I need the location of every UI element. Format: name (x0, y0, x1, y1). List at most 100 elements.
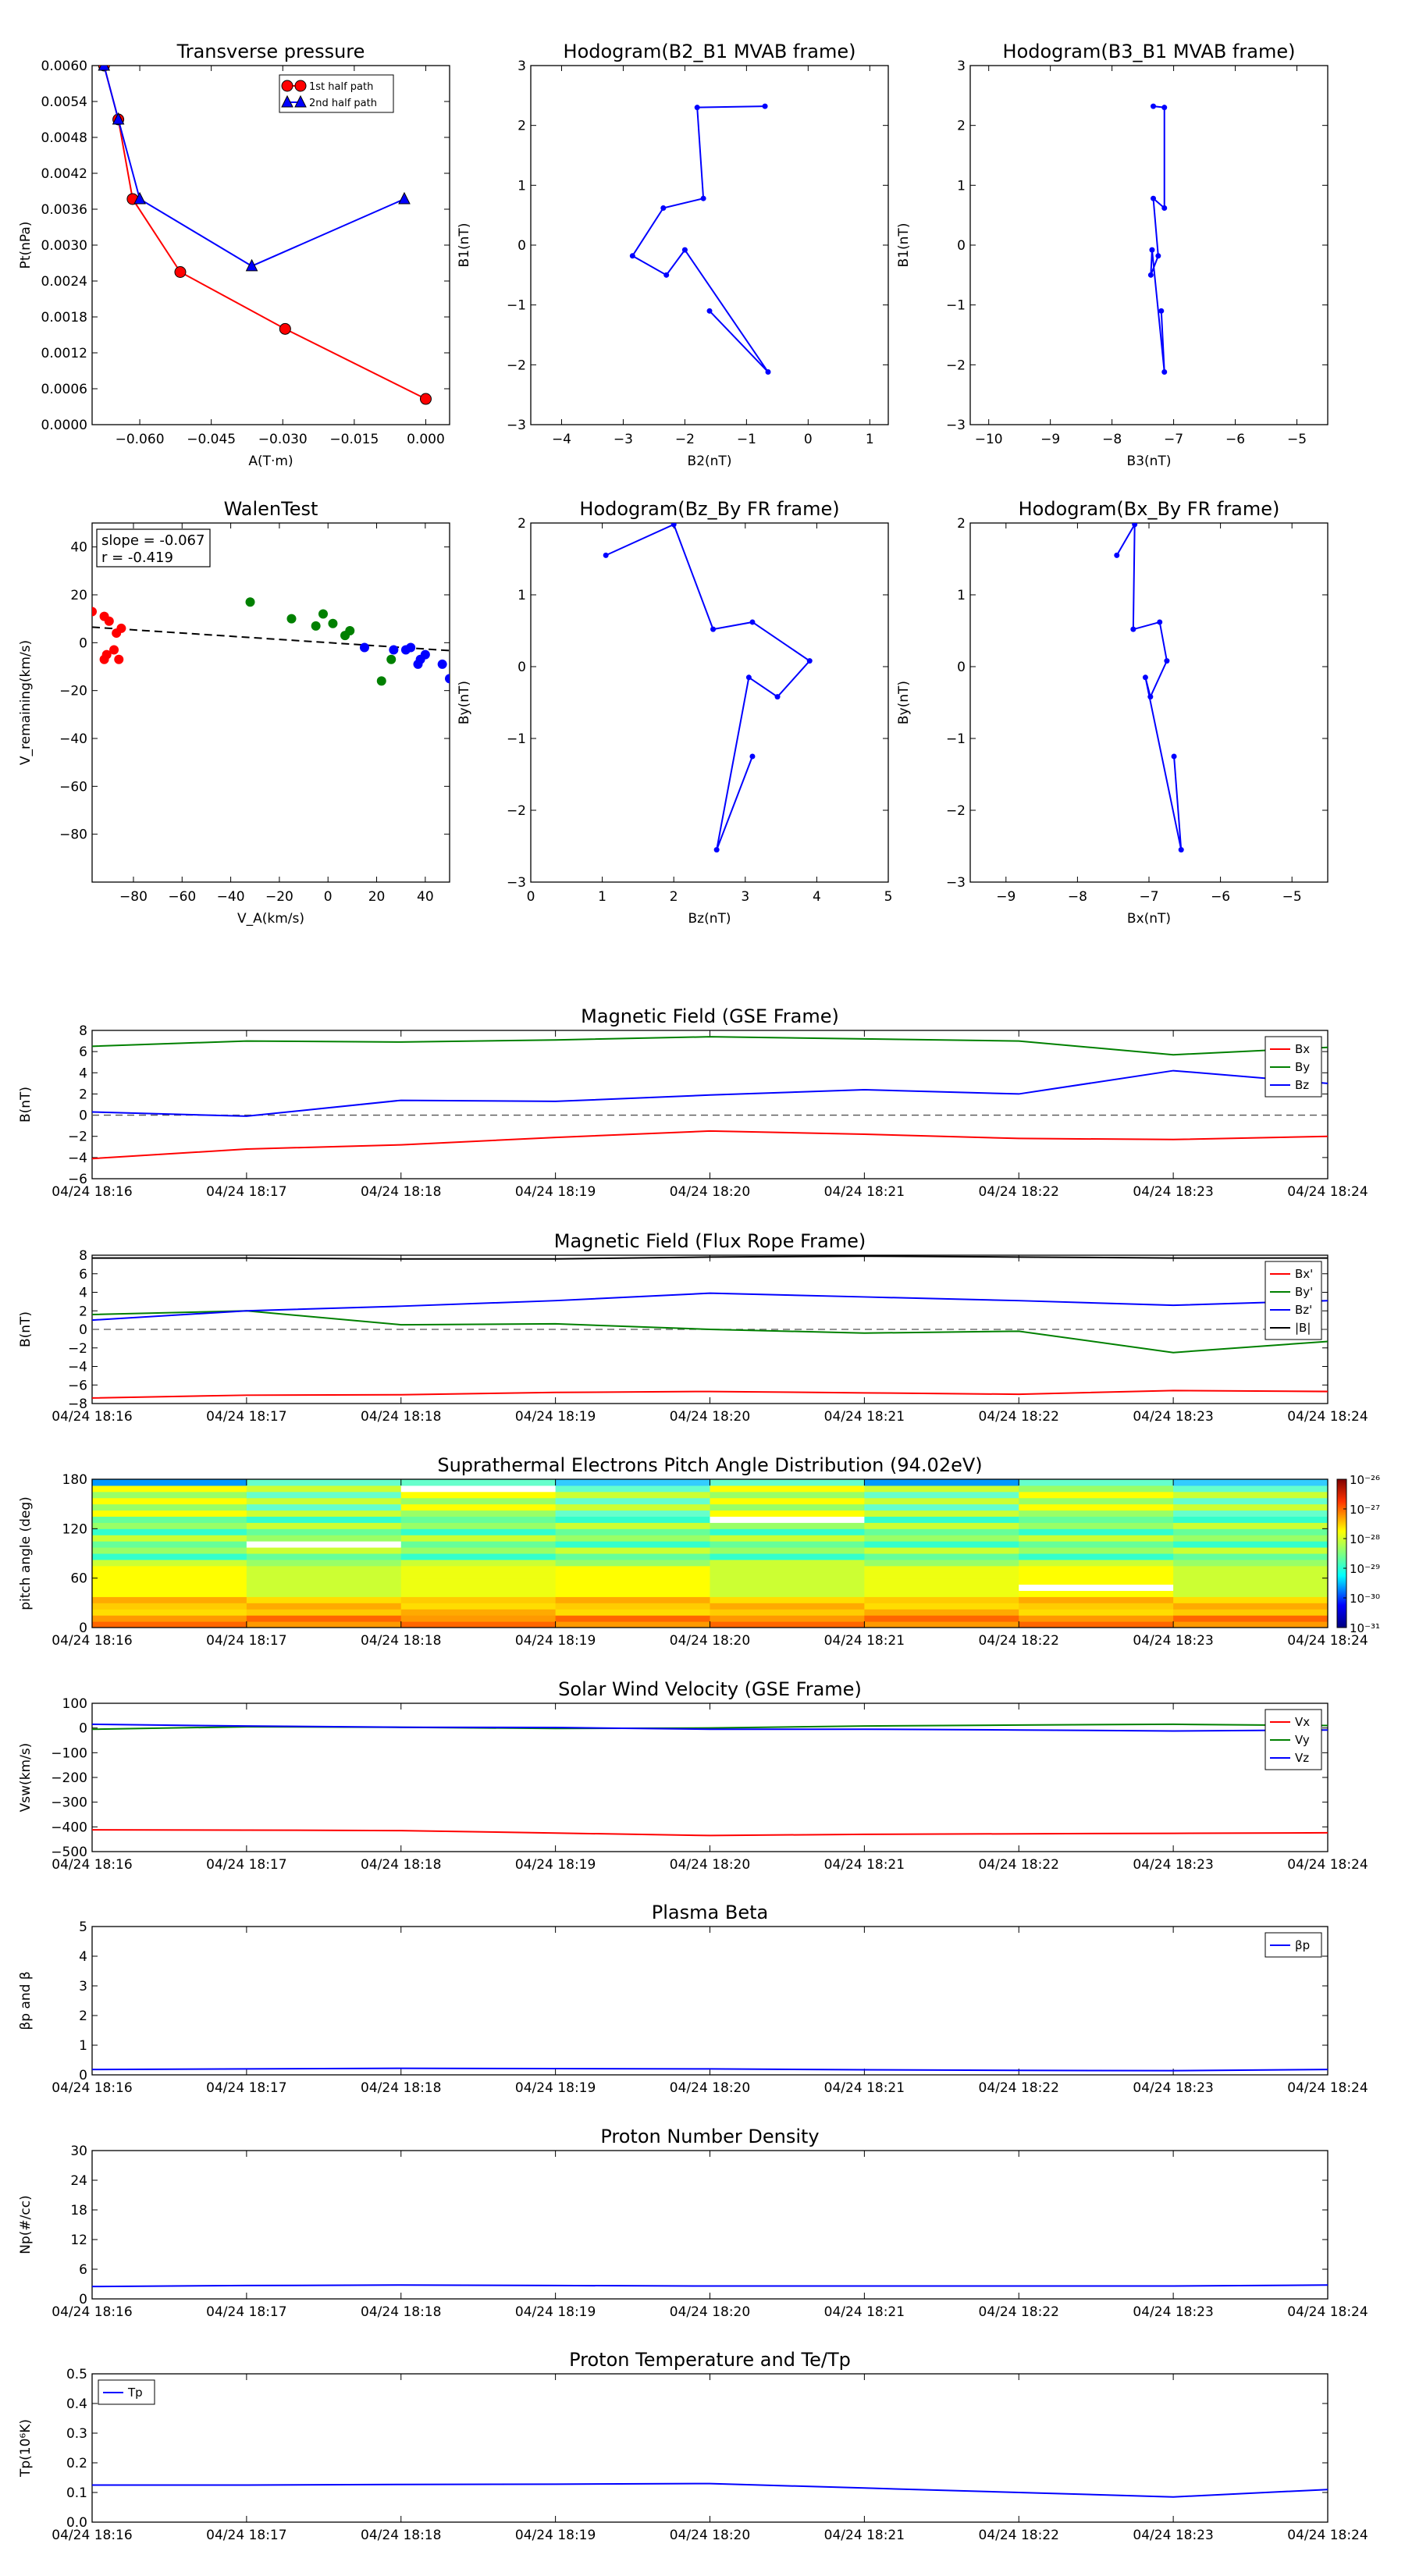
heatmap-cell (246, 1485, 402, 1493)
heatmap-cell (710, 1584, 865, 1591)
time-tick-label: 04/24 18:19 (515, 2304, 596, 2320)
heatmap-cell (710, 1516, 865, 1523)
y-tick-label: 0.1 (66, 2485, 87, 2501)
heatmap-cell (92, 1590, 247, 1597)
heatmap-cell (555, 1553, 710, 1560)
y-tick-label: 100 (62, 1696, 87, 1712)
data-point (345, 626, 355, 635)
heatmap-cell (246, 1621, 402, 1628)
heatmap-cell (1173, 1491, 1329, 1499)
heatmap-cell (92, 1615, 247, 1622)
y-tick-label: −3 (946, 875, 966, 891)
time-tick-label: 04/24 18:21 (824, 2528, 905, 2543)
chart-3: WalenTest −80 −60 −40 −20 0 20 40 −80 −60 −40 −20 0 2… (18, 498, 450, 927)
heatmap-cell (246, 1510, 402, 1517)
plot-area (629, 103, 771, 375)
heatmap-cell (1173, 1553, 1329, 1560)
y-tick-label: 3 (518, 59, 526, 74)
heatmap-cell (555, 1491, 710, 1499)
time-tick-label: 04/24 18:17 (206, 1184, 286, 1200)
heatmap-cell (92, 1516, 247, 1523)
data-point (311, 621, 321, 631)
heatmap-cell (400, 1603, 557, 1610)
legend: βp (1264, 1932, 1322, 1958)
y-tick-label: 0 (79, 1721, 87, 1737)
y-axis-label: V_remaining(km/s) (18, 640, 34, 765)
heatmap-cell (400, 1559, 557, 1567)
y-tick-label: −8 (68, 1397, 87, 1412)
time-tick-label: 04/24 18:22 (979, 1409, 1059, 1425)
slope-text: slope = -0.067 (101, 532, 205, 549)
y-axis-label: Tp(10⁶K) (18, 2419, 34, 2478)
data-point (386, 654, 397, 664)
plot-area (92, 2284, 1328, 2288)
chart-title: Suprathermal Electrons Pitch Angle Distr… (437, 1454, 982, 1476)
y-tick-label: 0 (79, 1322, 87, 1338)
heatmap-cell (555, 1503, 710, 1511)
heatmap-cell (1173, 1590, 1329, 1597)
heatmap-cell (246, 1603, 402, 1610)
heatmap-cell (710, 1559, 865, 1567)
heatmap-cell (864, 1571, 1019, 1579)
time-tick-label: 04/24 18:23 (1133, 2304, 1213, 2320)
heatmap-cell (1173, 1516, 1329, 1523)
heatmap-cell (246, 1609, 402, 1616)
heatmap-cell (92, 1609, 247, 1616)
legend-label: Vy (1295, 1733, 1310, 1747)
data-point (1158, 308, 1165, 314)
x-tick-label: −7 (1164, 432, 1183, 447)
time-tick-label: 04/24 18:23 (1133, 1857, 1213, 1873)
data-point (749, 753, 756, 760)
heatmap-cell (400, 1503, 557, 1511)
time-tick-label: 04/24 18:21 (824, 1857, 905, 1873)
time-tick-label: 04/24 18:21 (824, 2304, 905, 2320)
heatmap-cell (864, 1497, 1019, 1505)
plot-frame (530, 522, 889, 883)
data-point (294, 94, 307, 108)
legend-label: Bx (1295, 1042, 1310, 1056)
heatmap-cell (864, 1609, 1019, 1616)
data-point (1114, 552, 1120, 558)
plot-frame (91, 2150, 1329, 2300)
x-tick-label: 0 (324, 889, 333, 905)
heatmap-cell (1019, 1578, 1174, 1585)
heatmap-cell (710, 1522, 865, 1529)
colorbar-label: 10⁻³⁰ (1350, 1592, 1380, 1606)
heatmap-cell (710, 1547, 865, 1554)
heatmap-cell (246, 1541, 402, 1548)
heatmap-cell (555, 1541, 710, 1548)
data-point (663, 272, 670, 278)
data-point (1161, 205, 1168, 211)
x-tick-label: −5 (1282, 889, 1302, 905)
y-tick-label: −2 (68, 1130, 87, 1145)
plot-area (92, 1723, 1328, 1837)
heatmap-cell (246, 1615, 402, 1622)
heatmap-cell (400, 1485, 557, 1493)
data-point (1132, 523, 1138, 528)
heatmap-cell (246, 1565, 402, 1573)
heatmap-cell (1173, 1584, 1329, 1591)
heatmap-cell (400, 1571, 557, 1579)
heatmap-cell (555, 1497, 710, 1505)
heatmap-cell (710, 1578, 865, 1585)
y-tick-label: 0 (79, 2068, 87, 2083)
heatmap-cell (864, 1491, 1019, 1499)
heatmap-cell (864, 1578, 1019, 1585)
time-tick-label: 04/24 18:24 (1287, 2304, 1368, 2320)
heatmap-cell (710, 1603, 865, 1610)
data-point (1161, 105, 1168, 111)
heatmap-cell (1173, 1497, 1329, 1505)
y-tick-label: −80 (59, 827, 87, 843)
chart-title: Proton Temperature and Te/Tp (569, 2349, 851, 2371)
heatmap-cell (1019, 1485, 1174, 1493)
series-line (103, 66, 426, 400)
y-tick-label: 0.0018 (41, 310, 87, 326)
data-point (603, 552, 609, 558)
y-tick-label: 0.3 (66, 2426, 87, 2442)
data-point (389, 645, 399, 655)
heatmap-cell (1173, 1535, 1329, 1542)
data-point (749, 619, 756, 625)
data-point (406, 642, 416, 653)
data-point (1151, 103, 1157, 109)
y-axis-label: By(nT) (896, 681, 912, 724)
